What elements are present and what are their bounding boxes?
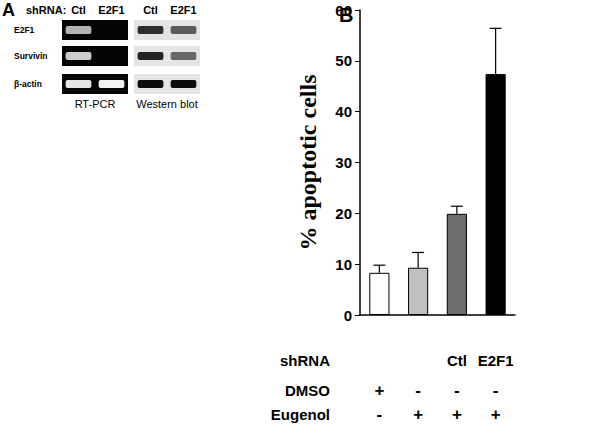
svg-text:0: 0 [344,307,352,324]
svg-text:B: B [339,4,353,26]
svg-text:E2F1: E2F1 [98,4,124,16]
svg-text:Western blot: Western blot [136,98,198,110]
svg-text:+: + [374,381,384,400]
svg-text:+: + [491,405,501,424]
svg-text:-: - [415,381,421,400]
svg-text:Ctl: Ctl [143,4,158,16]
svg-text:40: 40 [335,103,352,120]
svg-text:-: - [493,381,499,400]
svg-text:10: 10 [335,256,352,273]
svg-text:shRNA:: shRNA: [26,4,66,16]
svg-text:-: - [454,381,460,400]
svg-text:RT-PCR: RT-PCR [75,98,116,110]
svg-text:E2F1: E2F1 [14,25,35,35]
svg-text:shRNA: shRNA [280,352,330,369]
svg-text:% apoptotic cells: % apoptotic cells [295,75,321,251]
svg-text:E2F1: E2F1 [478,352,514,369]
svg-text:30: 30 [335,154,352,171]
svg-text:+: + [452,405,462,424]
svg-text:A: A [2,0,15,20]
svg-text:Eugenol: Eugenol [271,406,330,423]
svg-text:Ctl: Ctl [447,352,467,369]
svg-text:50: 50 [335,52,352,69]
svg-text:+: + [413,405,423,424]
svg-text:E2F1: E2F1 [170,4,196,16]
svg-text:Ctl: Ctl [71,4,86,16]
svg-text:-: - [377,405,383,424]
svg-text:β-actin: β-actin [14,79,42,89]
svg-text:Survivin: Survivin [14,51,48,61]
svg-text:DMSO: DMSO [285,382,330,399]
svg-text:20: 20 [335,205,352,222]
